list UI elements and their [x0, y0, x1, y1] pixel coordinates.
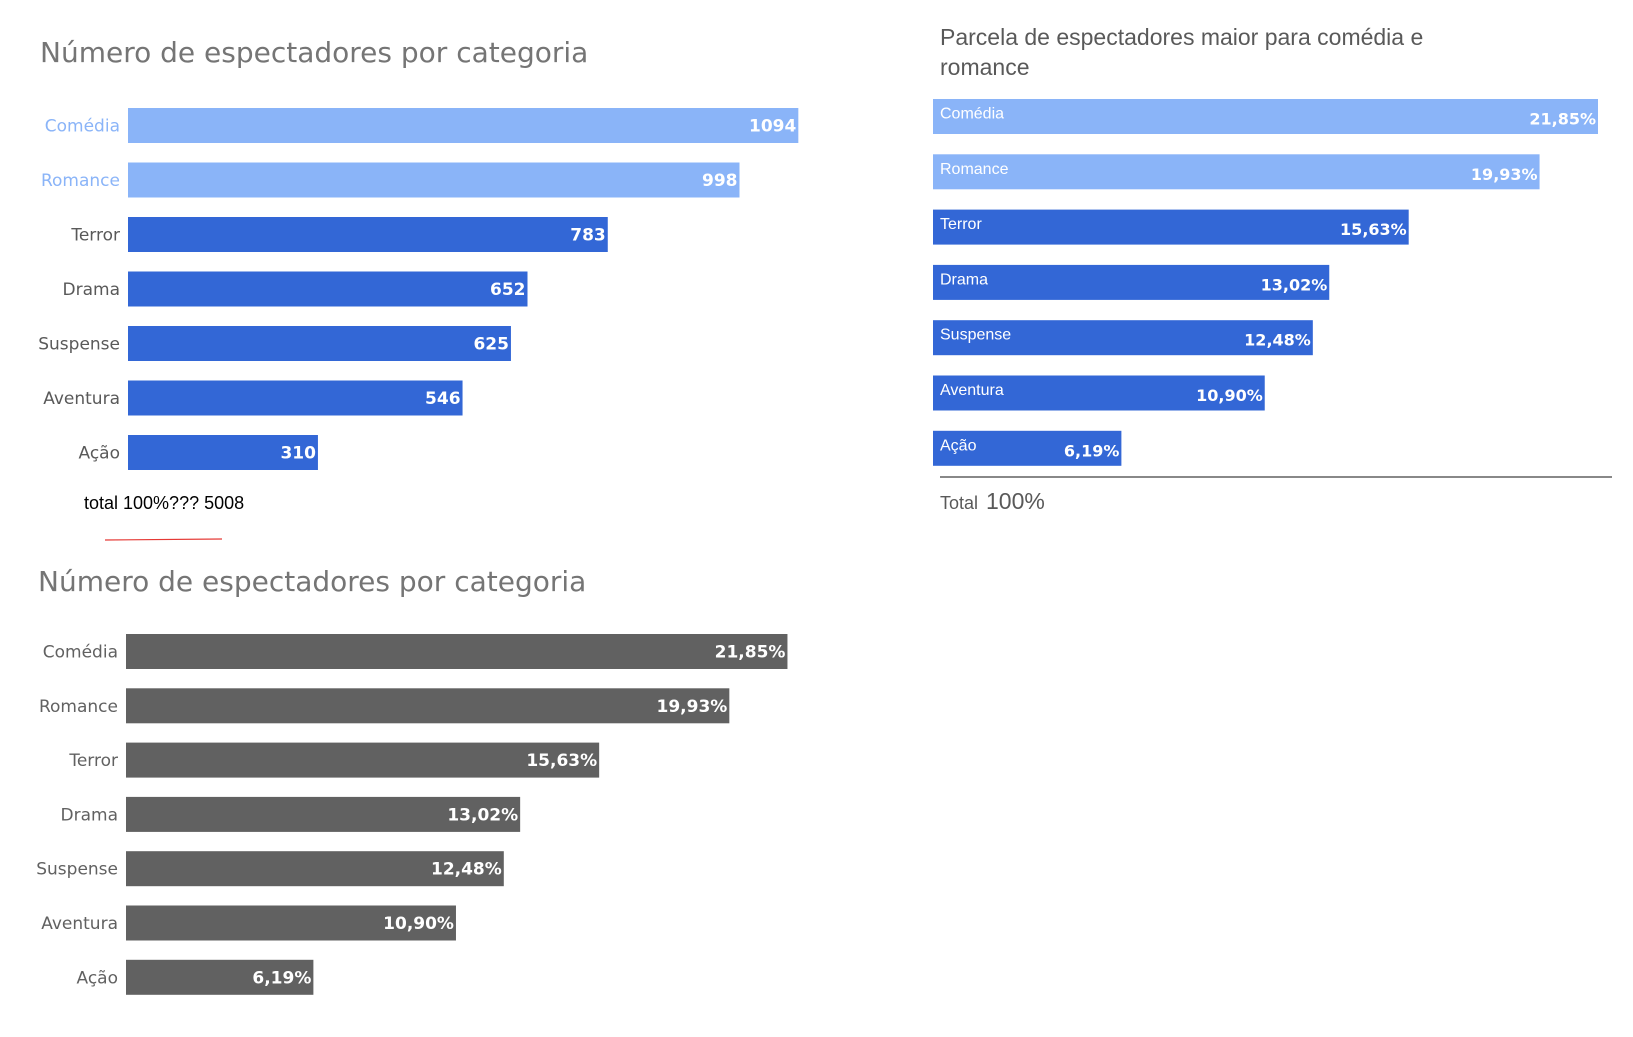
category-label: Comédia: [940, 106, 1004, 123]
red-underline: [104, 538, 223, 541]
value-label: 10,90%: [1196, 386, 1263, 405]
value-label: 1094: [749, 117, 796, 137]
total-label: Total: [940, 493, 978, 513]
bar: [126, 959, 314, 995]
value-label: 6,19%: [1064, 441, 1120, 460]
total-note: total 100%??? 5008: [84, 493, 244, 513]
chart-viewers-count: Número de espectadores por categoria Com…: [38, 36, 799, 541]
bar: [128, 326, 511, 361]
category-label: Suspense: [940, 327, 1011, 344]
category-label: Comédia: [43, 643, 118, 663]
bar: [933, 320, 1313, 356]
value-label: 15,63%: [526, 751, 597, 771]
category-label: Ação: [79, 444, 121, 464]
value-label: 310: [280, 444, 316, 464]
bar: [933, 99, 1598, 134]
category-label: Terror: [70, 226, 120, 246]
bar: [128, 162, 740, 198]
chart-title: Número de espectadores por categoria: [38, 565, 586, 598]
bar: [126, 796, 521, 832]
bar: [128, 217, 608, 252]
value-label: 6,19%: [252, 968, 311, 988]
category-label: Aventura: [940, 382, 1004, 399]
bar: [933, 430, 1122, 466]
bar: [126, 851, 504, 887]
value-label: 546: [425, 389, 461, 409]
category-label: Romance: [940, 161, 1009, 178]
bars-group: Comédia 21,85% Romance 19,93% Terror 15,63% Dr…: [36, 634, 788, 995]
category-label: Suspense: [36, 860, 118, 880]
category-label: Aventura: [41, 914, 118, 934]
value-label: 19,93%: [1471, 165, 1538, 184]
chart-title-line2: romance: [940, 54, 1029, 80]
total-value: 100%: [986, 488, 1045, 514]
category-label: Drama: [63, 280, 120, 300]
chart-title: Número de espectadores por categoria: [40, 36, 588, 69]
value-label: 21,85%: [1529, 110, 1596, 129]
bar: [933, 375, 1265, 411]
bar: [126, 634, 788, 669]
bar: [933, 154, 1540, 190]
category-label: Suspense: [38, 335, 120, 355]
category-label: Terror: [68, 751, 118, 771]
chart-title-line1: Parcela de espectadores maior para coméd…: [940, 24, 1423, 50]
value-label: 652: [490, 280, 526, 300]
category-label: Drama: [61, 805, 118, 825]
category-label: Romance: [39, 697, 118, 717]
value-label: 998: [702, 171, 738, 191]
bar: [126, 688, 730, 724]
category-label: Terror: [940, 216, 982, 233]
value-label: 783: [570, 226, 606, 246]
bar: [128, 271, 528, 307]
bar: [128, 108, 799, 143]
bars-group: Comédia 21,85% Romance 19,93% Terror 15,63% Dr…: [933, 99, 1598, 466]
bar: [128, 380, 463, 416]
bar: [126, 742, 600, 778]
value-label: 12,48%: [431, 860, 502, 880]
bar: [128, 435, 318, 470]
value-label: 21,85%: [715, 643, 786, 663]
category-label: Romance: [41, 171, 120, 191]
value-label: 13,02%: [1261, 275, 1328, 294]
category-label: Comédia: [45, 117, 120, 137]
value-label: 625: [473, 335, 509, 355]
bar: [933, 264, 1330, 300]
category-label: Aventura: [43, 389, 120, 409]
bar: [126, 905, 456, 941]
category-label: Ação: [77, 968, 119, 988]
value-label: 19,93%: [657, 697, 728, 717]
value-label: 13,02%: [447, 805, 518, 825]
value-label: 15,63%: [1340, 220, 1407, 239]
category-label: Ação: [940, 437, 977, 454]
chart-viewers-share: Parcela de espectadores maior para coméd…: [933, 24, 1612, 514]
value-label: 10,90%: [383, 914, 454, 934]
bar: [933, 209, 1409, 245]
bars-group: Comédia 1094 Romance 998 Terror 783 Drama 652 Su…: [38, 108, 799, 470]
category-label: Drama: [940, 271, 988, 288]
chart-viewers-percent-gray: Número de espectadores por categoria Com…: [36, 565, 788, 995]
value-label: 12,48%: [1244, 331, 1311, 350]
